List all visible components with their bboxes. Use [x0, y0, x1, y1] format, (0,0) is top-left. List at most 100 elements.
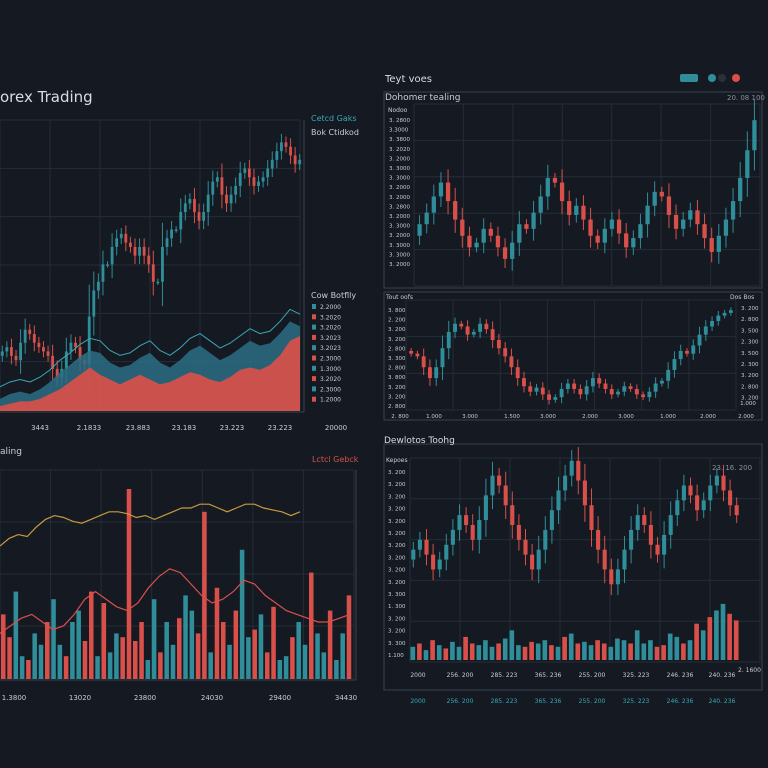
candle-body — [589, 505, 594, 530]
candle-body — [536, 549, 541, 570]
candle-body — [19, 342, 23, 361]
main-candlestick-chart[interactable] — [0, 133, 302, 397]
candle-body — [648, 525, 653, 545]
volume-bar — [443, 648, 449, 660]
volume-bar — [621, 640, 627, 660]
candle-body — [552, 177, 558, 183]
y-tick-label: 3. 200 — [388, 470, 406, 476]
volume-bar — [502, 638, 508, 660]
x-tick-label: 23.883 — [126, 424, 151, 432]
sub-y-marker — [312, 324, 316, 330]
volume-bar — [70, 622, 75, 679]
candle-body — [421, 356, 426, 368]
y-tick-label: 3. 200 — [388, 337, 406, 343]
volume-bar — [529, 641, 534, 660]
candle-body — [490, 475, 495, 496]
x-tick-label: 2.000 — [738, 414, 754, 420]
candle-body — [545, 177, 550, 197]
candle-body — [170, 229, 174, 239]
control-dot-red[interactable] — [732, 74, 740, 82]
candle-body — [710, 321, 715, 327]
candle-body — [87, 316, 91, 365]
candle-body — [688, 210, 693, 220]
candle-body — [655, 544, 660, 555]
volume-bar — [26, 660, 31, 679]
volume-bar — [674, 636, 680, 660]
candle-body — [115, 238, 119, 247]
volume-bar — [430, 640, 435, 660]
y-tick-label: 3. 200 — [388, 519, 406, 525]
y-tick-label: 3. 500 — [741, 351, 759, 357]
candle-body — [484, 323, 489, 330]
volume-bar — [346, 595, 352, 679]
volume-bar — [450, 641, 455, 660]
toggle-control[interactable] — [680, 74, 698, 82]
window-controls[interactable] — [680, 74, 740, 82]
top-right-candlestick-chart[interactable] — [417, 100, 757, 271]
y-tick-label: 3. 2000 — [389, 214, 410, 220]
y-tick-label: 1. 300 — [388, 604, 406, 610]
mid-right-candlestick-chart[interactable] — [409, 307, 733, 405]
candle-body — [745, 150, 750, 178]
candle-body — [721, 475, 726, 491]
volume-bar — [687, 640, 693, 660]
panel-frames — [0, 91, 763, 691]
volume-bar — [315, 633, 320, 679]
volume-bar — [309, 572, 314, 679]
volume-bar — [164, 622, 169, 679]
candle-body — [409, 350, 414, 354]
y-tick-label: 3. 3000 — [389, 252, 410, 258]
candle-body — [543, 529, 548, 550]
candle-body — [431, 554, 436, 570]
control-dot-dark[interactable] — [718, 74, 726, 82]
candle-body — [147, 255, 151, 265]
volume-bar-chart[interactable] — [0, 489, 352, 679]
candle-body — [459, 323, 464, 327]
candle-body — [275, 151, 279, 160]
y-tick-label: 3. 300 — [388, 356, 406, 362]
candle-body — [96, 281, 100, 291]
candle-body — [470, 525, 475, 540]
candle-body — [703, 326, 708, 335]
candle-body — [609, 388, 614, 395]
volume-bar — [661, 645, 666, 660]
volume-bar — [522, 646, 528, 660]
candle-body — [576, 460, 581, 481]
volume-bar — [95, 656, 100, 679]
candle-body — [578, 388, 583, 395]
candle-body — [709, 238, 714, 252]
volume-bar — [107, 652, 113, 679]
candle-body — [534, 387, 539, 392]
candle-body — [553, 397, 558, 400]
control-dot-teal[interactable] — [708, 74, 716, 82]
volume-bar — [177, 618, 182, 679]
y-tick-label: 3. 2000 — [389, 156, 410, 162]
top-right-y-header: Nodoo — [388, 107, 408, 114]
candle-body — [616, 219, 622, 234]
candle-body — [678, 350, 683, 360]
candle-body — [695, 210, 700, 225]
candle-body — [270, 159, 274, 169]
y-tick-label: 3. 500 — [741, 328, 759, 334]
bottom-right-candlestick-chart[interactable] — [410, 447, 739, 660]
x-tick-label: 1.000 — [426, 414, 442, 420]
volume-bar — [202, 511, 207, 679]
candle-body — [497, 475, 502, 486]
y-tick-label: 3. 200 — [388, 507, 406, 513]
candle-body — [247, 168, 251, 178]
x-tick-label: 1.500 — [504, 414, 520, 420]
candle-body — [460, 219, 465, 236]
main-legend-2: Bok Ctidkod — [311, 128, 359, 137]
volume-bar — [38, 644, 44, 679]
volume-title: aling — [0, 447, 22, 457]
candle-body — [659, 191, 664, 197]
candle-body — [510, 505, 515, 525]
candle-body — [523, 539, 528, 555]
volume-bar — [340, 633, 345, 679]
candle-body — [55, 368, 59, 378]
candle-body — [563, 475, 568, 491]
x-tick-label: 325. 223 — [623, 672, 650, 679]
candle-body — [446, 331, 451, 349]
candle-body — [206, 194, 210, 213]
volume-bar — [516, 645, 521, 660]
